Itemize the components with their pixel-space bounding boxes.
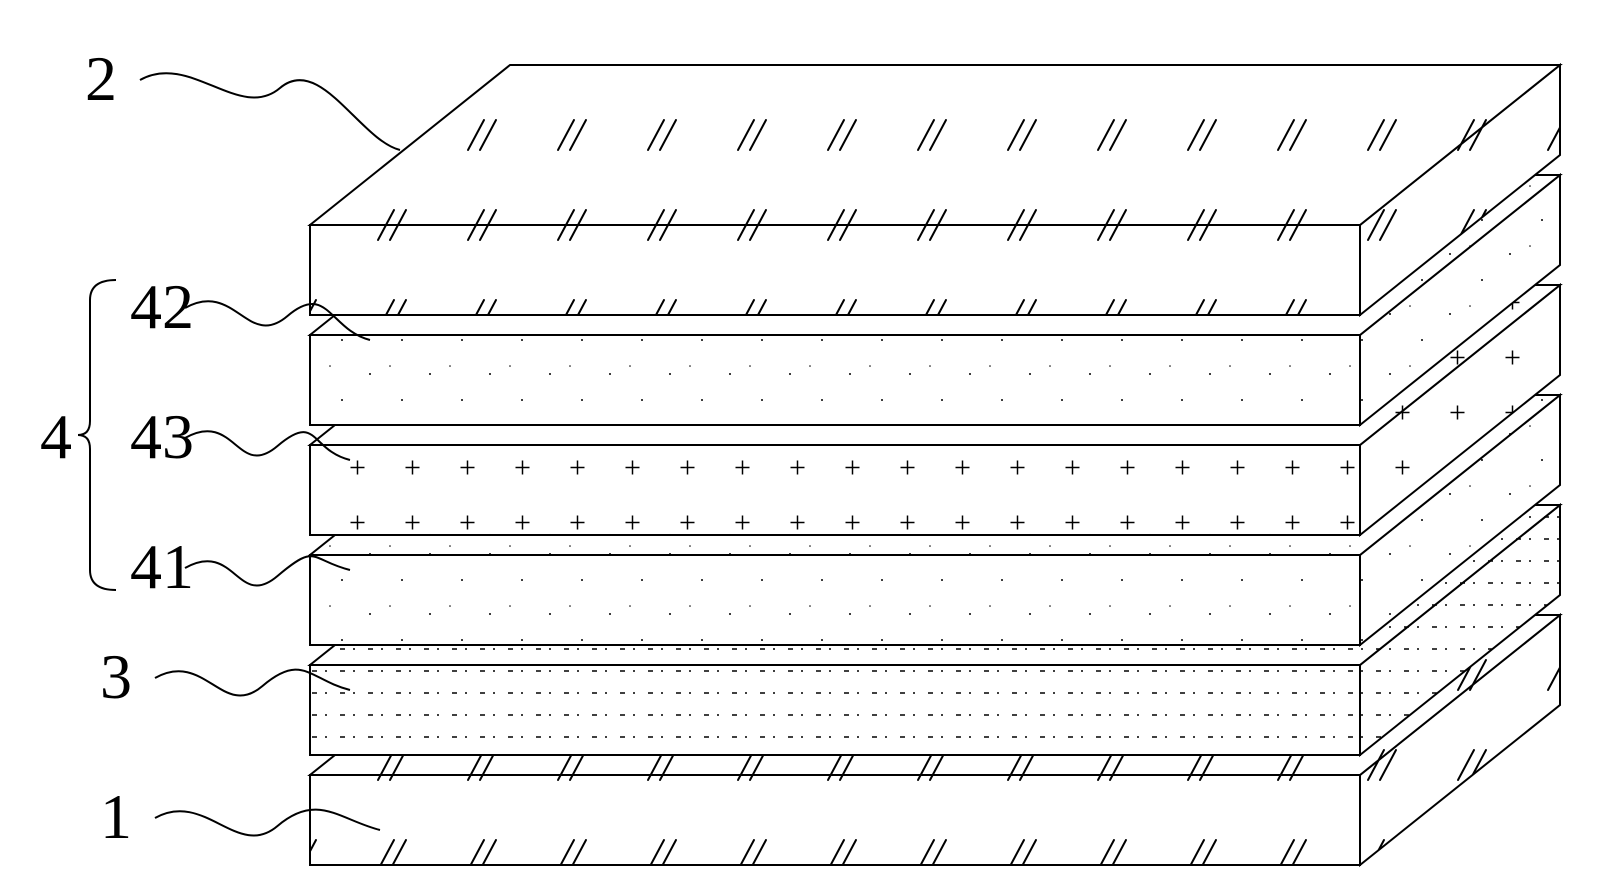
plus-marker-layer-front xyxy=(310,445,1360,535)
leader-2 xyxy=(140,73,400,150)
label-42: 42 xyxy=(130,270,194,344)
label-41: 41 xyxy=(130,530,194,604)
label-group-4: 4 xyxy=(40,400,72,474)
label-3: 3 xyxy=(100,640,132,714)
group-bracket-4 xyxy=(78,280,116,590)
top-hatched-layer-front xyxy=(310,225,1360,315)
top-hatched-layer xyxy=(310,65,1560,315)
sparse-dot-layer-41-front xyxy=(310,555,1360,645)
dash-dot-layer-front xyxy=(310,665,1360,755)
label-2: 2 xyxy=(85,42,117,116)
top-hatched-layer-top xyxy=(310,65,1560,225)
label-1: 1 xyxy=(100,780,132,854)
bottom-hatched-layer-front xyxy=(310,775,1360,865)
sparse-dot-layer-42-front xyxy=(310,335,1360,425)
label-43: 43 xyxy=(130,400,194,474)
layer-diagram xyxy=(0,0,1601,882)
